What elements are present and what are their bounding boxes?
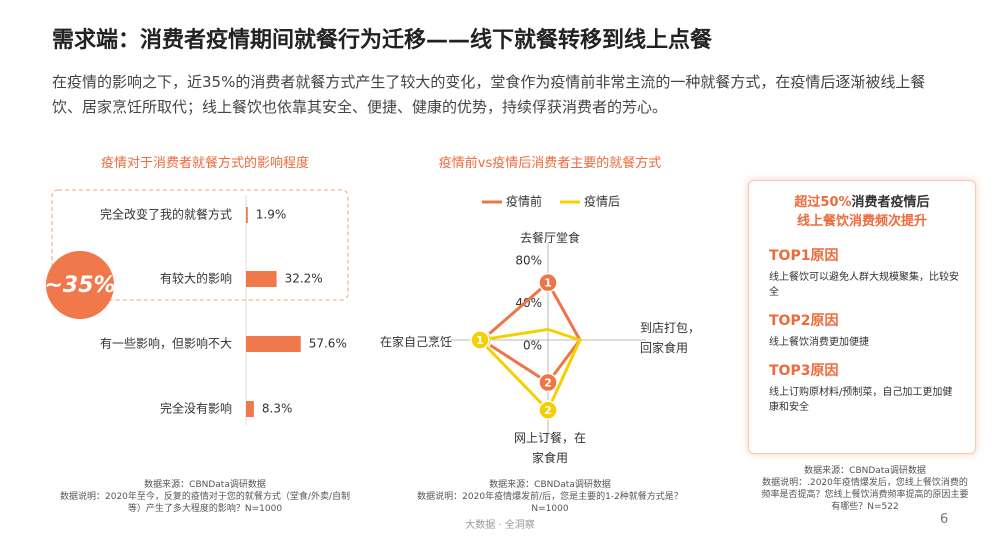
chart-title: 疫情前vs疫情后消费者主要的就餐方式: [438, 156, 662, 171]
rank-marker: [538, 272, 558, 293]
panel-headline: 超过50%消费者疫情后: [749, 191, 975, 210]
headline-line: 线上餐饮消费频次提升: [796, 214, 927, 229]
axis-label: 去餐厅堂食: [519, 231, 580, 245]
reason-text: 线上餐饮消费更加便捷: [769, 337, 869, 348]
legend-label: 疫情前: [506, 194, 542, 209]
reason-title: TOP3原因: [769, 363, 839, 379]
axis-label: 在家自己烹饪: [380, 335, 453, 349]
reason-text: 线上餐饮可以避免人群大规模聚集，比较安全: [769, 272, 959, 298]
chart-title: 疫情对于消费者就餐方式的影响程度: [100, 156, 309, 171]
reason-list: TOP1原因线上餐饮可以避免人群大规模聚集，比较安全 TOP2原因线上餐饮消费更加…: [749, 229, 975, 415]
bar: [246, 336, 301, 352]
slide-title: 需求端：消费者疫情期间就餐行为迁移——线下就餐转移到线上点餐: [52, 28, 713, 53]
source: 数据来源：CBNData调研数据: [489, 480, 611, 490]
info-panel: 超过50%消费者疫情后 线上餐饮消费频次提升 TOP1原因线上餐饮可以避免人群大…: [748, 180, 976, 454]
value-label: 1.9%: [256, 208, 287, 222]
highlight: 超过50%: [794, 195, 852, 210]
bar: [246, 401, 254, 417]
rank-marker: [538, 372, 558, 393]
reason-title: TOP1原因: [769, 248, 839, 264]
subtitle: 在疫情的影响之下，近35%的消费者就餐方式产生了较大的变化，堂食作为疫情前非常主…: [52, 73, 926, 116]
bar: [246, 271, 277, 287]
annotation: ~35%: [44, 273, 115, 298]
axis-label: 到店打包，回家食用: [640, 321, 701, 355]
source: 数据来源：CBNData调研数据: [804, 466, 926, 476]
rank-label: 1: [476, 334, 484, 347]
note: 数据说明：2020年疫情爆发前/后，您是主要的1-2种就餐方式是？N=1000: [417, 492, 683, 514]
reason-title: TOP2原因: [769, 313, 839, 329]
headline: 消费者疫情后: [851, 195, 930, 210]
highlight-box: [51, 189, 349, 301]
value-label: 32.2%: [285, 272, 323, 286]
reason-text: 线上订购原材料/预制菜，自己加工更加健康和安全: [769, 387, 953, 413]
value-label: 57.6%: [309, 337, 347, 351]
rank-label: 2: [544, 377, 552, 390]
value-label: 8.3%: [262, 402, 293, 416]
category-label: 完全没有影响: [160, 401, 232, 416]
page-number: 6: [940, 512, 949, 527]
legend-label: 疫情后: [584, 194, 620, 209]
category-label: 完全改变了我的就餐方式: [100, 207, 232, 222]
category-label: 有较大的影响: [160, 271, 232, 286]
r-tick-label: 0%: [523, 339, 542, 353]
source: 数据来源：CBNData调研数据: [144, 480, 266, 490]
bar: [246, 207, 248, 223]
note: 数据说明：.2020年疫情爆发后，您线上餐饮消费的频率是否提高？您线上餐饮消费频…: [761, 478, 969, 512]
axis-label: 网上订餐，在家食用: [513, 431, 586, 465]
r-tick-label: 80%: [515, 254, 542, 268]
rank-label: 1: [544, 277, 552, 290]
rank-marker: [470, 330, 490, 350]
note: 数据说明：2020年至今，反复的疫情对于您的就餐方式（堂食/外卖/自制等）产生了…: [60, 492, 350, 514]
slogan: 大数据 · 全洞察: [465, 520, 535, 531]
rank-label: 2: [544, 404, 552, 417]
rank-marker: [538, 400, 558, 420]
category-label: 有一些影响，但影响不大: [100, 336, 232, 351]
annotation-badge: [46, 251, 114, 319]
